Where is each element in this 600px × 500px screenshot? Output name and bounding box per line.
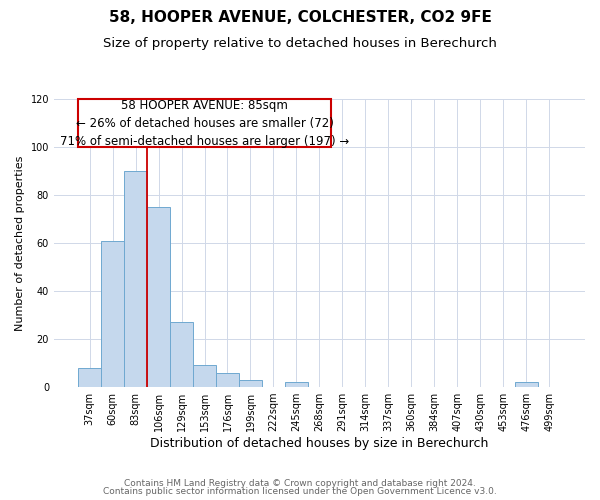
Bar [124, 171, 147, 387]
Bar [101, 240, 124, 387]
Bar [515, 382, 538, 387]
Bar [78, 368, 101, 387]
Y-axis label: Number of detached properties: Number of detached properties [15, 156, 25, 330]
Text: 58, HOOPER AVENUE, COLCHESTER, CO2 9FE: 58, HOOPER AVENUE, COLCHESTER, CO2 9FE [109, 10, 491, 25]
Bar [170, 322, 193, 387]
Bar [285, 382, 308, 387]
Bar [147, 207, 170, 387]
Bar [239, 380, 262, 387]
X-axis label: Distribution of detached houses by size in Berechurch: Distribution of detached houses by size … [150, 437, 488, 450]
Bar [193, 366, 216, 387]
Text: 58 HOOPER AVENUE: 85sqm
← 26% of detached houses are smaller (72)
71% of semi-de: 58 HOOPER AVENUE: 85sqm ← 26% of detache… [60, 98, 349, 148]
Text: Contains HM Land Registry data © Crown copyright and database right 2024.: Contains HM Land Registry data © Crown c… [124, 478, 476, 488]
Text: Contains public sector information licensed under the Open Government Licence v3: Contains public sector information licen… [103, 487, 497, 496]
Bar [216, 372, 239, 387]
Text: Size of property relative to detached houses in Berechurch: Size of property relative to detached ho… [103, 38, 497, 51]
